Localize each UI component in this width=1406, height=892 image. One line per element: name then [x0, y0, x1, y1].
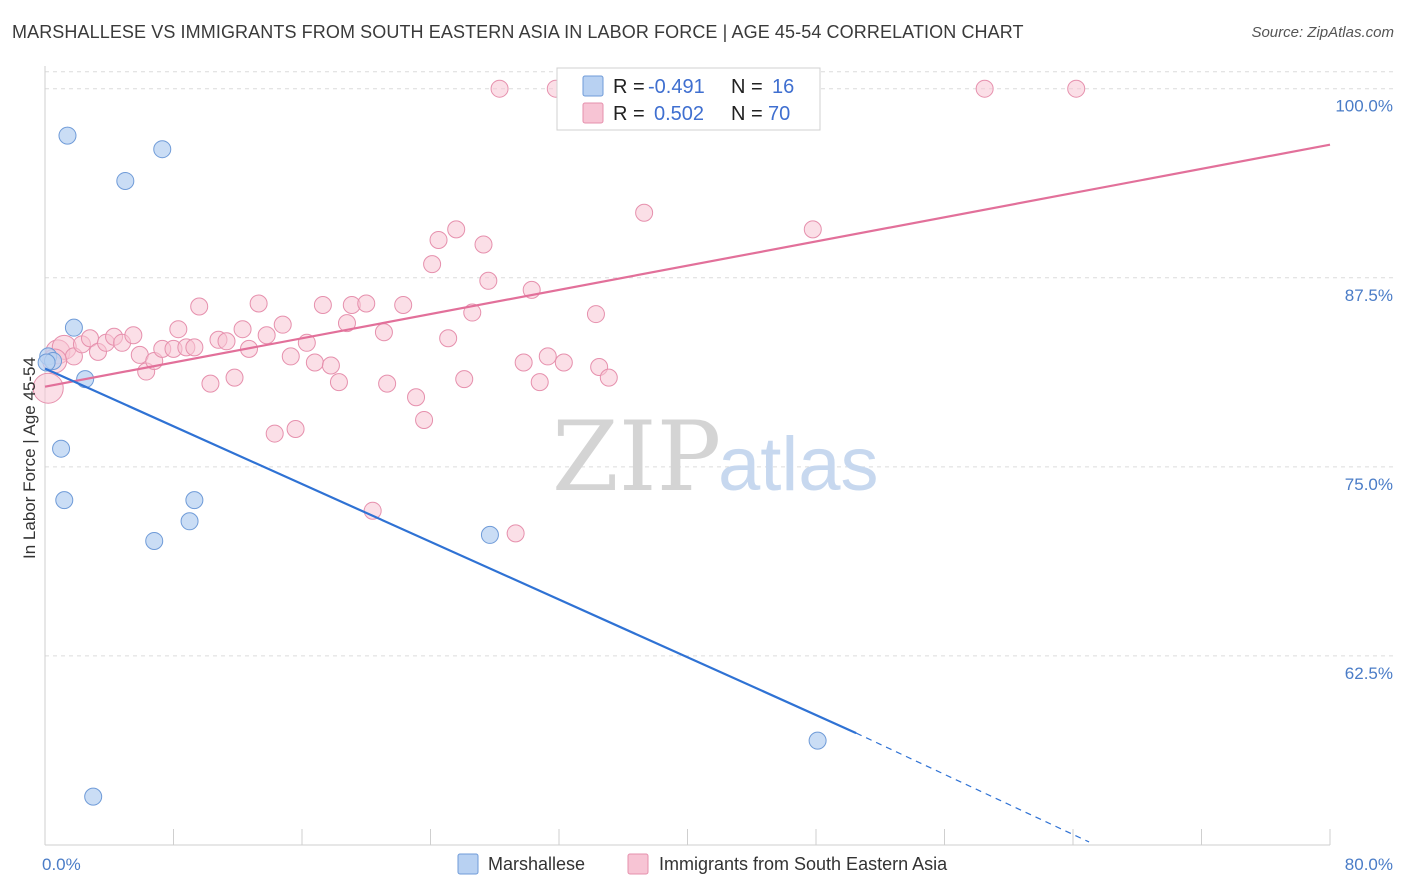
point-immigrants: [190, 297, 209, 316]
stats-swatch-pink: [582, 102, 604, 124]
point-immigrants: [169, 320, 188, 339]
stats-n-value-blue: 16: [772, 76, 794, 98]
point-immigrants: [225, 368, 244, 387]
point-immigrants: [337, 314, 356, 333]
point-immigrants: [530, 373, 549, 392]
point-marshallese: [84, 787, 103, 806]
point-immigrants: [374, 323, 393, 342]
stats-swatch-blue: [582, 75, 604, 97]
stats-r-value-blue: -0.491: [648, 76, 705, 98]
point-immigrants: [124, 326, 143, 345]
point-marshallese: [185, 491, 204, 510]
point-immigrants: [249, 294, 268, 313]
x-tick-label-min: 0.0%: [42, 855, 81, 874]
point-immigrants: [378, 374, 397, 393]
x-tick-label-max: 80.0%: [1345, 855, 1393, 874]
axes: [44, 66, 1331, 846]
point-marshallese: [58, 126, 77, 145]
gridlines: [45, 71, 1395, 657]
legend-label-marshallese: Marshallese: [488, 854, 585, 874]
y-tick-label: 62.5%: [1345, 664, 1393, 683]
series-pink-points: [32, 79, 1086, 543]
trend-line-immigrants: [44, 143, 1331, 388]
point-immigrants: [429, 230, 448, 249]
point-immigrants: [407, 388, 426, 407]
tick-labels: 62.5% 75.0% 87.5% 100.0% 0.0% 80.0%: [42, 97, 1393, 874]
y-tick-label: 100.0%: [1335, 97, 1393, 116]
point-immigrants: [635, 203, 654, 222]
point-immigrants: [1067, 79, 1086, 98]
trend-lines: [44, 143, 1331, 843]
stats-n-value-pink: 70: [768, 103, 790, 125]
point-marshallese: [145, 531, 164, 550]
point-immigrants: [394, 295, 413, 314]
series-legend: Marshallese Immigrants from South Easter…: [457, 853, 948, 875]
point-marshallese: [64, 318, 83, 337]
point-immigrants: [439, 329, 458, 348]
point-immigrants: [233, 320, 252, 339]
y-tick-label: 87.5%: [1345, 286, 1393, 305]
legend-swatch-immigrants: [627, 853, 649, 875]
trend-line-marshallese-extension: [855, 732, 1090, 843]
point-marshallese: [55, 491, 74, 510]
watermark: ZIP atlas: [552, 401, 879, 513]
point-immigrants: [463, 303, 482, 322]
legend-label-immigrants: Immigrants from South Eastern Asia: [659, 854, 948, 874]
y-axis-label: In Labor Force | Age 45-54: [20, 357, 39, 559]
point-immigrants: [975, 79, 994, 98]
stats-r-label-blue: R =: [613, 76, 645, 98]
point-immigrants: [455, 370, 474, 389]
point-immigrants: [538, 347, 557, 366]
point-immigrants: [217, 332, 236, 351]
watermark-atlas: atlas: [718, 422, 879, 507]
point-immigrants: [257, 326, 276, 345]
watermark-zip: ZIP: [552, 401, 721, 513]
point-marshallese: [153, 140, 172, 159]
point-immigrants: [357, 294, 376, 313]
chart-title: MARSHALLESE VS IMMIGRANTS FROM SOUTH EAS…: [12, 22, 1024, 42]
point-marshallese: [37, 353, 56, 372]
point-immigrants: [281, 347, 300, 366]
point-immigrants: [479, 271, 498, 290]
point-immigrants: [321, 356, 340, 375]
point-immigrants: [599, 368, 618, 387]
point-marshallese: [180, 512, 199, 531]
point-immigrants: [490, 79, 509, 98]
point-immigrants: [286, 420, 305, 439]
point-immigrants: [313, 295, 332, 314]
point-immigrants: [554, 353, 573, 372]
point-immigrants: [201, 374, 220, 393]
point-immigrants: [447, 220, 466, 239]
point-immigrants: [586, 305, 605, 324]
point-marshallese: [52, 439, 71, 458]
stats-r-value-pink: 0.502: [654, 103, 704, 125]
point-immigrants: [32, 372, 64, 404]
stats-n-label-pink: N =: [731, 103, 763, 125]
point-marshallese: [480, 525, 499, 544]
point-immigrants: [185, 338, 204, 357]
point-immigrants: [474, 235, 493, 254]
legend-swatch-marshallese: [457, 853, 479, 875]
trend-line-marshallese: [44, 367, 857, 735]
point-immigrants: [506, 524, 525, 543]
point-immigrants: [273, 315, 292, 334]
stats-legend: R = -0.491 N = 16 R = 0.502 N = 70: [556, 67, 821, 131]
stats-n-label-blue: N =: [731, 76, 763, 98]
point-immigrants: [423, 255, 442, 274]
point-marshallese: [116, 171, 135, 190]
point-immigrants: [514, 353, 533, 372]
point-immigrants: [329, 373, 348, 392]
point-immigrants: [265, 424, 284, 443]
point-immigrants: [415, 410, 434, 429]
point-immigrants: [803, 220, 822, 239]
y-tick-label: 75.0%: [1345, 475, 1393, 494]
source-credit: Source: ZipAtlas.com: [1251, 24, 1394, 41]
point-marshallese: [808, 731, 827, 750]
stats-r-label-pink: R =: [613, 103, 645, 125]
point-immigrants: [305, 353, 324, 372]
